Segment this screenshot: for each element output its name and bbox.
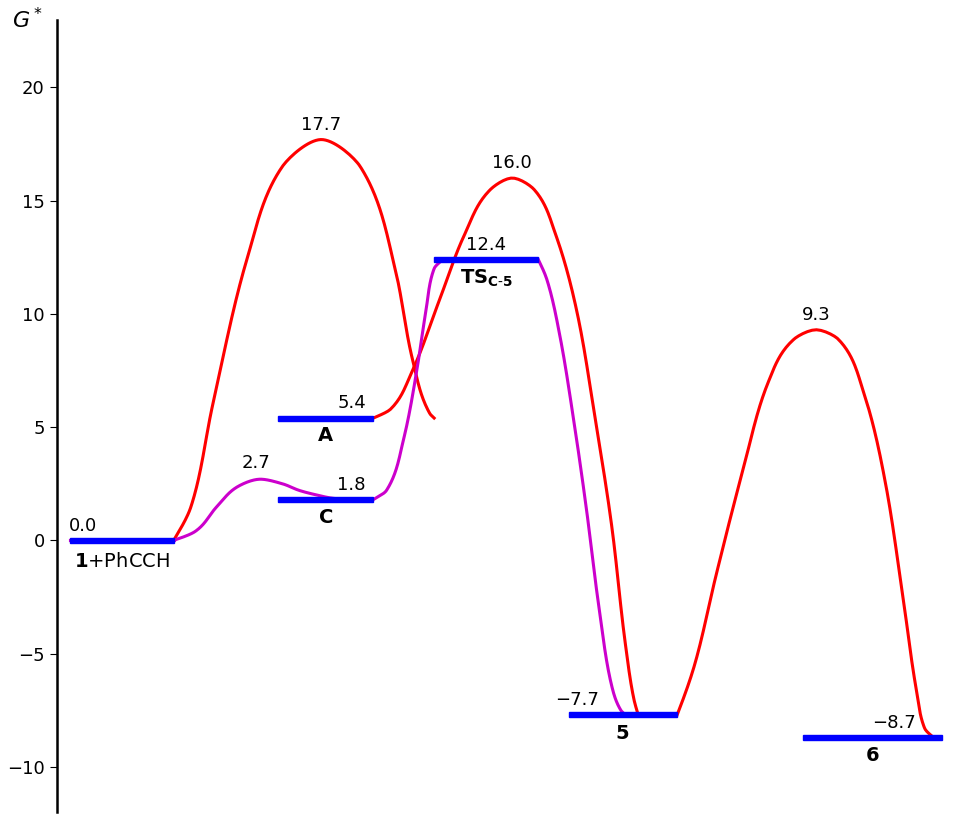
Text: $\mathbf{5}$: $\mathbf{5}$: [615, 724, 630, 743]
Text: 1.8: 1.8: [337, 476, 366, 494]
Bar: [803, 735, 942, 740]
Text: 12.4: 12.4: [466, 236, 506, 254]
Text: $G^*$: $G^*$: [13, 7, 44, 32]
Text: −8.7: −8.7: [873, 713, 916, 731]
Text: $\mathbf{TS}_{\mathbf{C\text{-}5}}$: $\mathbf{TS}_{\mathbf{C\text{-}5}}$: [460, 268, 513, 289]
Bar: [278, 415, 373, 420]
Text: 9.3: 9.3: [801, 306, 831, 324]
Text: $\mathbf{6}$: $\mathbf{6}$: [865, 746, 879, 766]
Bar: [434, 257, 538, 262]
Text: 0.0: 0.0: [68, 517, 97, 535]
Text: $\mathbf{C}$: $\mathbf{C}$: [318, 508, 333, 527]
Text: 16.0: 16.0: [492, 155, 532, 172]
Text: 5.4: 5.4: [337, 395, 366, 413]
Text: $\mathbf{1}$+PhCCH: $\mathbf{1}$+PhCCH: [74, 552, 170, 571]
Bar: [568, 713, 678, 717]
Bar: [69, 538, 174, 543]
Text: 2.7: 2.7: [242, 455, 270, 473]
Text: −7.7: −7.7: [556, 691, 600, 709]
Bar: [278, 497, 373, 502]
Text: 17.7: 17.7: [301, 116, 341, 133]
Text: $\mathbf{A}$: $\mathbf{A}$: [317, 426, 334, 445]
